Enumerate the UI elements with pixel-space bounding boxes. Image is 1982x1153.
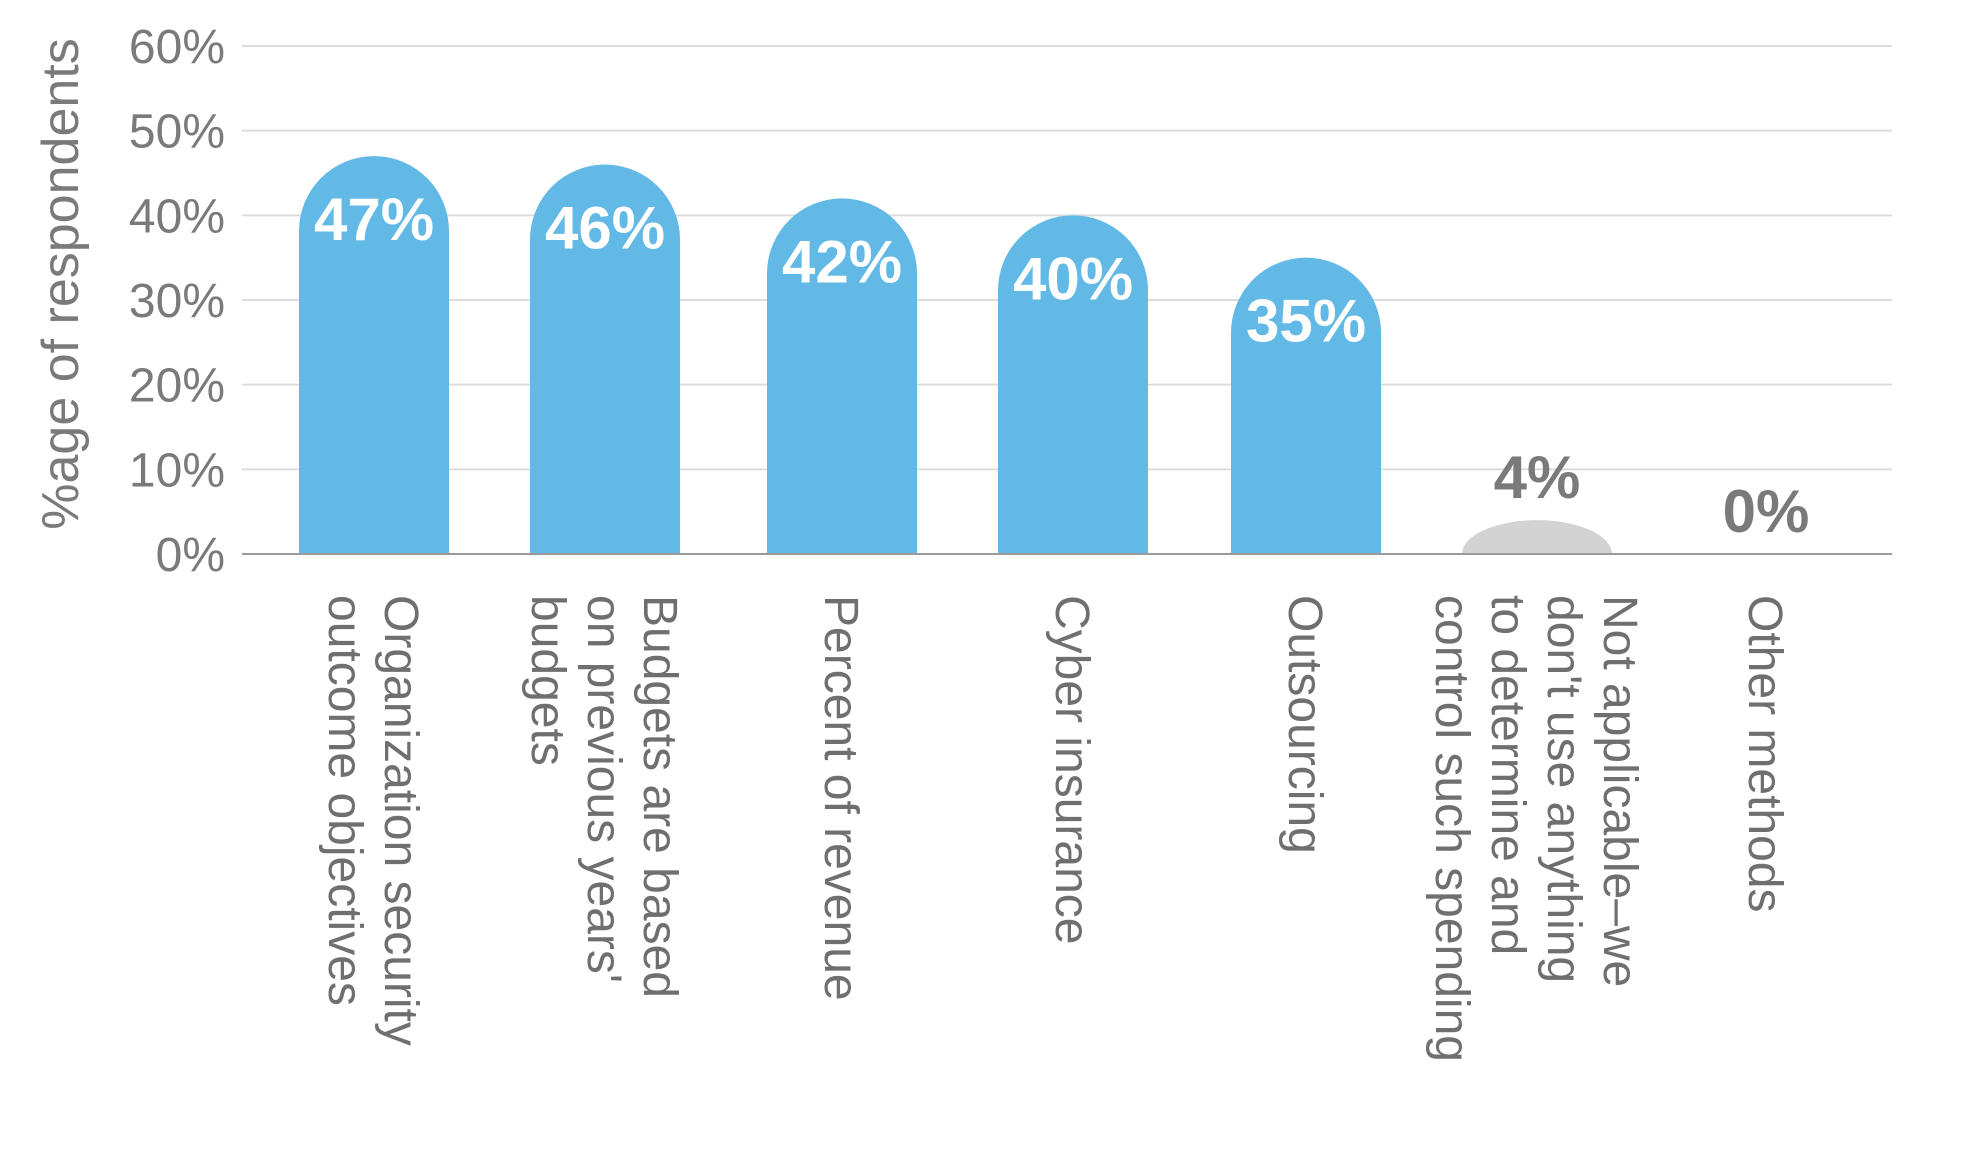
y-tick-label: 40% bbox=[129, 190, 225, 243]
bar bbox=[299, 156, 449, 554]
category-label-line: Other methods bbox=[1738, 595, 1791, 912]
category-label: Other methods bbox=[1738, 595, 1791, 912]
bar bbox=[1231, 257, 1381, 554]
value-label: 40% bbox=[1013, 245, 1133, 312]
y-tick-label: 50% bbox=[129, 106, 225, 159]
y-axis-title: %age of respondents bbox=[32, 38, 90, 529]
bar bbox=[998, 215, 1148, 554]
category-label-line: Organization security bbox=[374, 595, 427, 1046]
category-label-line: to determine and bbox=[1481, 595, 1534, 955]
value-label: 0% bbox=[1723, 478, 1810, 545]
category-label-line: control such spending bbox=[1425, 595, 1478, 1062]
category-label: Percent of revenue bbox=[814, 595, 867, 1001]
category-label-line: budgets bbox=[521, 595, 574, 766]
category-label-line: Outsourcing bbox=[1278, 595, 1331, 854]
bar bbox=[530, 164, 680, 554]
category-label-line: Budgets are based bbox=[633, 595, 686, 998]
value-label: 35% bbox=[1246, 288, 1366, 355]
bars bbox=[299, 156, 1612, 554]
value-label: 4% bbox=[1494, 444, 1581, 511]
y-tick-label: 60% bbox=[129, 21, 225, 74]
y-tick-label: 0% bbox=[156, 529, 225, 582]
value-labels: 47% 46% 42% 40% 35% 4% 0% bbox=[314, 186, 1809, 545]
y-tick-label: 30% bbox=[129, 275, 225, 328]
category-label-line: don't use anything bbox=[1537, 595, 1590, 983]
value-label: 46% bbox=[545, 195, 665, 262]
bar bbox=[767, 198, 917, 554]
category-label-line: outcome objectives bbox=[318, 595, 371, 1006]
y-axis-ticks: 0% 10% 20% 30% 40% 50% 60% bbox=[129, 21, 225, 582]
value-label: 47% bbox=[314, 186, 434, 253]
category-label-line: Percent of revenue bbox=[814, 595, 867, 1001]
bar bbox=[1462, 520, 1612, 554]
y-tick-label: 20% bbox=[129, 360, 225, 413]
category-label: Outsourcing bbox=[1278, 595, 1331, 854]
category-label-line: Cyber insurance bbox=[1045, 595, 1098, 945]
category-label: Cyber insurance bbox=[1045, 595, 1098, 945]
category-label-line: Not applicable–we bbox=[1593, 595, 1646, 987]
category-label-line: on previous years' bbox=[577, 595, 630, 983]
value-label: 42% bbox=[782, 228, 902, 295]
y-tick-label: 10% bbox=[129, 444, 225, 497]
